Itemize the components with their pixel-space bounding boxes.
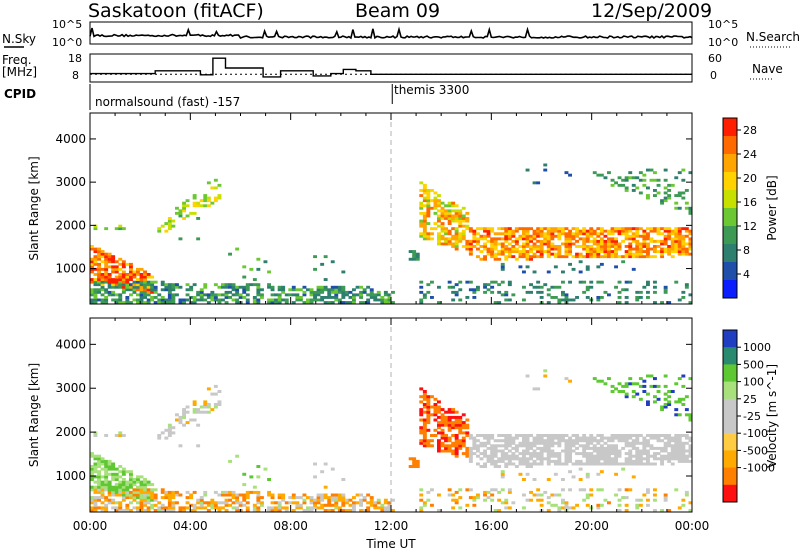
- colorbar-tick-label: 28: [743, 124, 757, 137]
- colorbar-swatch: [723, 154, 737, 173]
- colorbar-swatch: [723, 450, 737, 469]
- colorbar-tick-label: -25: [743, 410, 761, 423]
- colorbar-tick-label: 20: [743, 172, 757, 185]
- colorbar-swatch: [723, 433, 737, 451]
- colorbar-swatch: [723, 398, 737, 417]
- power-ylabel: Slant Range [km]: [27, 156, 41, 260]
- colorbar-tick-label: 4: [743, 268, 750, 281]
- x-axis-label: Time UT: [365, 537, 416, 551]
- noise-axis-right-top: 10^5: [708, 18, 739, 31]
- colorbar-tick-label: 25: [743, 393, 757, 406]
- y-tick-label: 3000: [55, 381, 86, 395]
- colorbar-swatch: [723, 190, 737, 209]
- colorbar-tick-label: 16: [743, 196, 757, 209]
- x-tick-label: 04:00: [173, 519, 208, 533]
- colorbar-swatch: [723, 484, 737, 503]
- power-heatmap-cells: [90, 163, 693, 304]
- colorbar-tick-label: 100: [743, 376, 764, 389]
- x-tick-label: 00:00: [675, 519, 710, 533]
- nsky-label: N.Sky: [2, 32, 37, 46]
- freq-label-line1: Freq.: [2, 53, 32, 67]
- colorbar-tick-label: -500: [743, 444, 768, 457]
- noise-sky-line: [89, 26, 693, 40]
- x-tick-label: 00:00: [73, 519, 108, 533]
- colorbar-swatch: [723, 416, 737, 434]
- colorbar-swatch: [723, 467, 737, 486]
- x-tick-label: 16:00: [474, 519, 509, 533]
- station-title: Saskatoon (fitACF): [88, 0, 264, 22]
- nsearch-label: N.Search: [746, 30, 800, 44]
- colorbar-tick-label: 24: [743, 148, 757, 161]
- colorbar-swatch: [723, 244, 737, 263]
- velocity-heatmap-cells: [90, 369, 693, 512]
- noise-panel-frame: [89, 21, 693, 45]
- colorbar-swatch: [723, 208, 737, 227]
- noise-axis-right-bottom: 10^0: [708, 36, 739, 49]
- y-tick-label: 3000: [55, 175, 86, 189]
- vel-colorbar-label: Velocity [m s^-1]: [765, 364, 779, 468]
- colorbar-swatch: [723, 172, 737, 191]
- nave-label: Nave: [752, 62, 783, 76]
- y-tick-label: 1000: [55, 262, 86, 276]
- freq-axis-right-top: 60: [708, 52, 722, 65]
- colorbar-tick-label: 1000: [743, 341, 771, 354]
- x-tick-label: 12:00: [374, 519, 409, 533]
- colorbar-swatch: [723, 280, 737, 299]
- date-title: 12/Sep/2009: [591, 0, 713, 22]
- vel-ylabel: Slant Range [km]: [27, 363, 41, 467]
- x-tick-label: 08:00: [273, 519, 308, 533]
- beam-title: Beam 09: [355, 0, 441, 22]
- colorbar-tick-label: 500: [743, 358, 764, 371]
- colorbar-swatch: [723, 330, 737, 348]
- colorbar-tick-label: -100: [743, 427, 768, 440]
- y-tick-label: 2000: [55, 425, 86, 439]
- freq-label-line2: [MHz]: [2, 65, 38, 79]
- freq-panel-frame: [89, 53, 693, 83]
- colorbar-frame: [722, 117, 738, 299]
- freq-axis-right-bottom: 0: [710, 69, 717, 82]
- y-tick-label: 4000: [55, 337, 86, 351]
- colorbar-swatch: [723, 136, 737, 155]
- x-tick-label: 20:00: [574, 519, 609, 533]
- colorbar-swatch: [723, 381, 737, 400]
- y-tick-label: 2000: [55, 218, 86, 232]
- cpid-first-label: normalsound (fast) -157: [95, 95, 241, 109]
- noise-axis-left-bottom: 10^0: [52, 36, 83, 49]
- colorbar-swatch: [723, 118, 737, 137]
- colorbar-tick-label: 12: [743, 220, 757, 233]
- noise-axis-left-top: 10^5: [52, 18, 83, 31]
- y-tick-label: 4000: [55, 132, 86, 146]
- cpid-second-label: themis 3300: [394, 83, 470, 97]
- y-tick-label: 1000: [55, 469, 86, 483]
- cpid-label: CPID: [4, 87, 37, 101]
- freq-axis-left-top: 18: [68, 52, 82, 65]
- power-colorbar-label: Power [dB]: [765, 175, 779, 240]
- colorbar-tick-label: -1000: [743, 462, 775, 475]
- colorbar-swatch: [723, 226, 737, 245]
- colorbar-tick-label: 8: [743, 244, 750, 257]
- freq-axis-left-bottom: 8: [72, 69, 79, 82]
- colorbar-swatch: [723, 364, 737, 383]
- colorbar-swatch: [723, 347, 737, 365]
- colorbar-swatch: [723, 262, 737, 281]
